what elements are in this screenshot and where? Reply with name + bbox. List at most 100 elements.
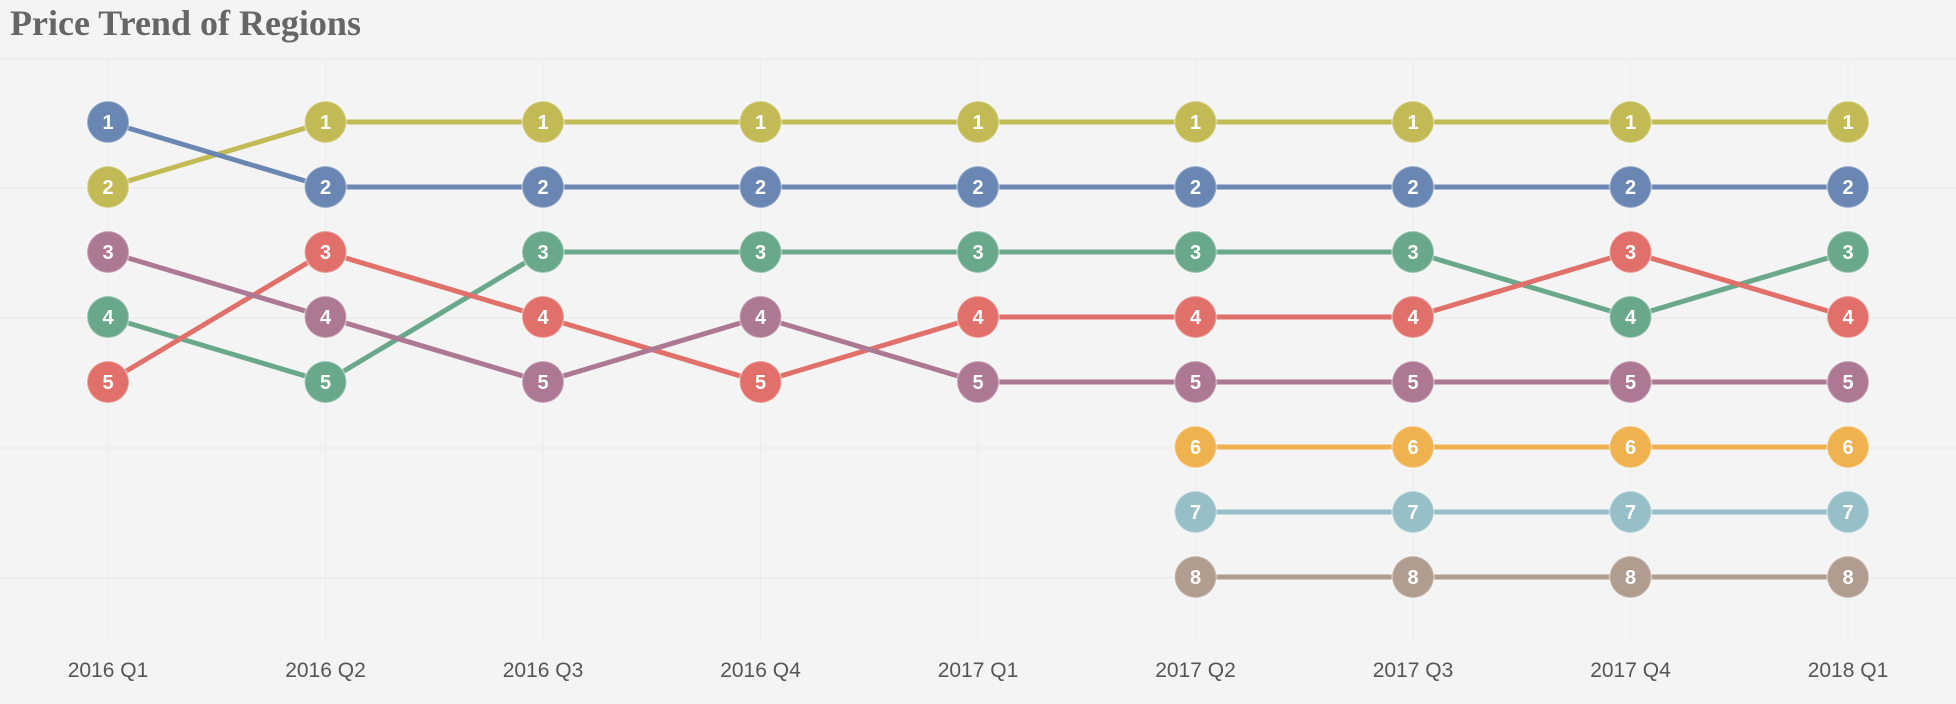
data-point: 3 <box>1608 230 1653 274</box>
data-point-label: 2 <box>1842 177 1853 199</box>
data-point: 4 <box>956 295 1000 339</box>
data-point-marker <box>1826 100 1870 144</box>
data-point: 1 <box>86 100 130 144</box>
data-point: 5 <box>1173 360 1218 404</box>
data-point: 3 <box>303 230 348 274</box>
data-point-marker <box>1391 490 1435 534</box>
data-point: 1 <box>1608 100 1653 144</box>
data-point: 8 <box>1391 555 1435 599</box>
data-point-marker <box>86 165 130 209</box>
data-point-label: 3 <box>1842 242 1853 264</box>
data-point: 5 <box>521 360 565 404</box>
data-point-label: 4 <box>537 307 549 329</box>
data-point: 5 <box>738 360 783 404</box>
data-point-marker <box>1391 425 1435 469</box>
data-point-label: 4 <box>1407 307 1419 329</box>
data-point: 4 <box>86 295 130 339</box>
data-point: 7 <box>1173 490 1218 534</box>
data-point-marker <box>956 100 1000 144</box>
data-point: 4 <box>1826 295 1870 339</box>
data-point-label: 5 <box>102 372 113 394</box>
data-point: 2 <box>1608 165 1653 209</box>
data-point-marker <box>1173 425 1218 469</box>
data-point: 2 <box>86 165 130 209</box>
data-point: 3 <box>86 230 130 274</box>
data-point-marker <box>1826 295 1870 339</box>
data-point: 7 <box>1391 490 1435 534</box>
data-point-label: 1 <box>1190 112 1201 134</box>
data-point-marker <box>1826 360 1870 404</box>
data-point-marker <box>738 360 783 404</box>
data-point: 2 <box>738 165 783 209</box>
data-point-marker <box>956 360 1000 404</box>
data-point-label: 3 <box>1190 242 1201 264</box>
data-point-marker <box>303 360 348 404</box>
data-point: 2 <box>521 165 565 209</box>
data-point: 2 <box>1173 165 1218 209</box>
data-point: 2 <box>1826 165 1870 209</box>
data-point: 4 <box>1608 295 1653 339</box>
data-point-label: 2 <box>537 177 548 199</box>
data-point-marker <box>1391 360 1435 404</box>
data-point-marker <box>1173 295 1218 339</box>
data-point-marker <box>1391 555 1435 599</box>
data-point-marker <box>86 360 130 404</box>
data-point-marker <box>1608 165 1653 209</box>
data-point-label: 2 <box>755 177 766 199</box>
data-point-label: 3 <box>755 242 766 264</box>
data-point-label: 2 <box>1625 177 1636 199</box>
data-point-label: 6 <box>1407 437 1418 459</box>
data-point: 8 <box>1173 555 1218 599</box>
data-point-label: 1 <box>1407 112 1418 134</box>
data-point-marker <box>1391 230 1435 274</box>
data-point-label: 7 <box>1842 502 1853 524</box>
data-point-marker <box>1391 100 1435 144</box>
data-point-marker <box>1173 490 1218 534</box>
data-point-marker <box>1608 230 1653 274</box>
chart-title: Price Trend of Regions <box>10 3 361 43</box>
data-point: 5 <box>303 360 348 404</box>
data-point: 1 <box>303 100 348 144</box>
data-point-marker <box>86 230 130 274</box>
data-point: 3 <box>1391 230 1435 274</box>
data-point-marker <box>521 165 565 209</box>
data-point: 8 <box>1826 555 1870 599</box>
data-point-label: 2 <box>102 177 113 199</box>
data-point-label: 4 <box>1842 307 1854 329</box>
data-point-label: 1 <box>755 112 766 134</box>
data-point-label: 4 <box>1190 307 1202 329</box>
data-point-label: 8 <box>1407 567 1418 589</box>
data-point: 5 <box>956 360 1000 404</box>
data-point-marker <box>521 100 565 144</box>
data-point-label: 6 <box>1842 437 1853 459</box>
data-point-label: 2 <box>972 177 983 199</box>
data-point: 5 <box>1826 360 1870 404</box>
data-point-label: 4 <box>320 307 332 329</box>
data-point-label: 1 <box>972 112 983 134</box>
data-point-label: 3 <box>1407 242 1418 264</box>
data-point-marker <box>1173 555 1218 599</box>
data-point: 1 <box>1826 100 1870 144</box>
x-tick-label: 2017 Q2 <box>1155 659 1236 682</box>
data-point-marker <box>738 230 783 274</box>
data-point-label: 3 <box>1625 242 1636 264</box>
data-point-marker <box>1173 360 1218 404</box>
data-point: 4 <box>303 295 348 339</box>
data-point-marker <box>1608 490 1653 534</box>
data-point-label: 3 <box>102 242 113 264</box>
x-tick-label: 2017 Q3 <box>1373 659 1454 682</box>
data-point: 4 <box>1391 295 1435 339</box>
x-tick-label: 2018 Q1 <box>1808 659 1889 682</box>
data-point-marker <box>956 230 1000 274</box>
data-point: 5 <box>1391 360 1435 404</box>
data-point-marker <box>1826 555 1870 599</box>
data-point-label: 8 <box>1190 567 1201 589</box>
data-point-marker <box>521 230 565 274</box>
data-point: 1 <box>1173 100 1218 144</box>
data-point-marker <box>86 295 130 339</box>
data-point-marker <box>738 100 783 144</box>
series-points: 2 1 1 1 1 1 1 1 1 1 2 2 2 2 2 2 2 2 4 5 3 3 3 3 3 4 3 5 3 4 5 4 4 4 3 4 3 4 5 4… <box>86 100 1870 599</box>
data-point: 5 <box>1608 360 1653 404</box>
